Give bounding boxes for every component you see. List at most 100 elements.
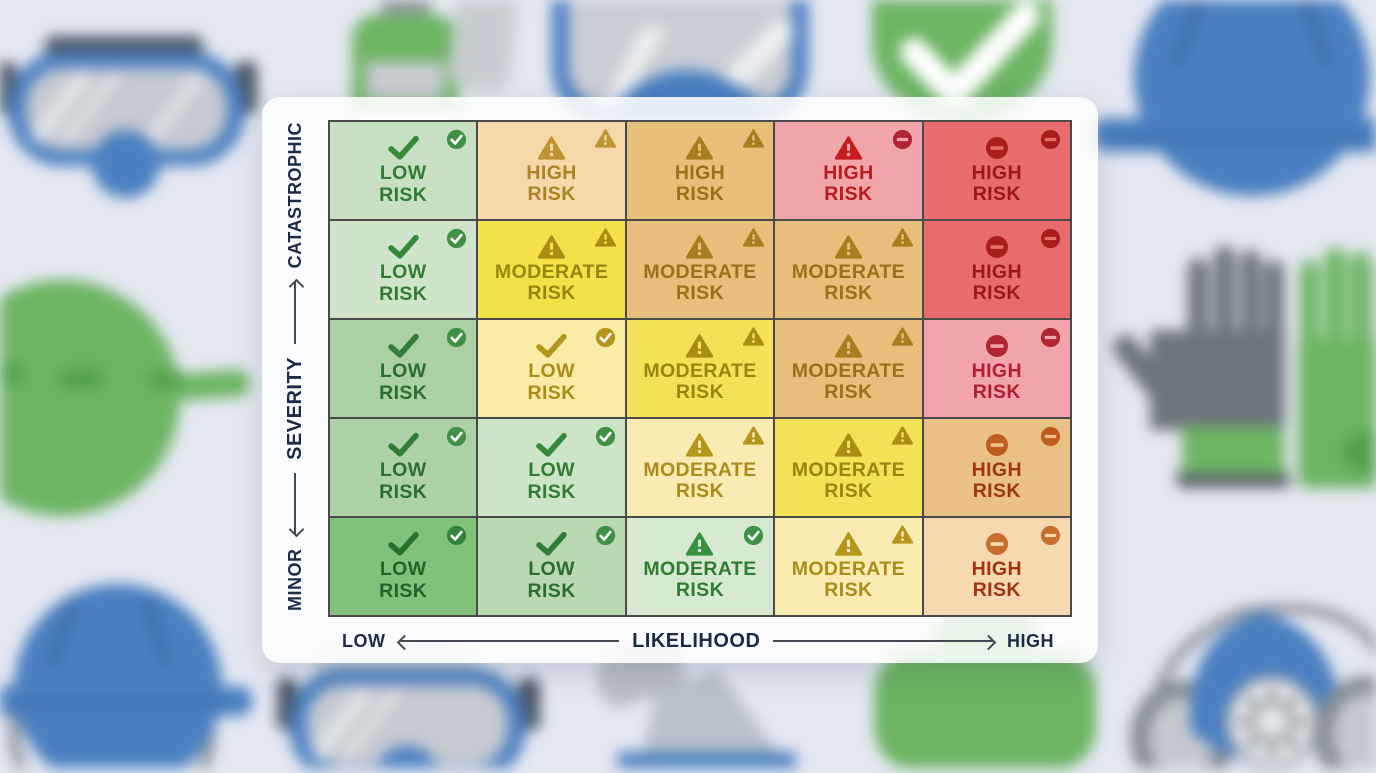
minus-circle-icon: [1040, 426, 1061, 447]
warning-icon: [891, 327, 913, 346]
x-axis-title: LIKELIHOOD: [632, 629, 761, 652]
minus-circle-icon: [985, 433, 1009, 457]
risk-label: MODERATE RISK: [494, 260, 609, 304]
warning-icon: [891, 525, 913, 544]
minus-circle-icon: [1040, 228, 1061, 249]
risk-label: HIGH RISK: [526, 161, 577, 205]
risk-cell-r1-c3: HIGH RISK: [626, 122, 774, 219]
risk-cell-r5-c3: MODERATE RISK: [626, 518, 774, 615]
check-icon: [387, 234, 419, 260]
blue-hard-hat-right-icon: [1092, 0, 1376, 196]
y-axis-min-label: MINOR: [284, 548, 305, 612]
x-axis-arrow-right: [773, 640, 994, 642]
check-circle-icon: [446, 228, 467, 249]
risk-label: MODERATE RISK: [643, 458, 757, 502]
minus-circle-icon: [985, 532, 1009, 556]
warning-icon: [686, 334, 714, 358]
risk-label: MODERATE RISK: [643, 260, 757, 304]
check-circle-icon: [595, 426, 616, 447]
warning-icon: [594, 228, 616, 247]
check-circle-icon: [743, 525, 764, 546]
risk-label: LOW RISK: [379, 558, 428, 602]
warning-icon: [742, 228, 765, 247]
risk-cell-r2-c1: LOW RISK: [330, 221, 477, 318]
x-axis-arrow-left: [398, 640, 620, 642]
risk-cell-r1-c4: HIGH RISK: [775, 122, 922, 219]
risk-cell-r4-c5: HIGH RISK: [923, 419, 1070, 516]
risk-label: LOW RISK: [527, 558, 576, 602]
minus-circle-icon: [1040, 327, 1061, 348]
risk-label: HIGH RISK: [971, 557, 1022, 601]
risk-label: LOW RISK: [527, 360, 576, 404]
minus-circle-icon: [1040, 129, 1061, 150]
risk-label: LOW RISK: [379, 459, 428, 503]
risk-cell-r2-c5: HIGH RISK: [923, 221, 1070, 318]
blue-hard-hat-icon: [0, 584, 253, 773]
risk-cell-r3-c3: MODERATE RISK: [626, 320, 774, 417]
risk-cell-r2-c4: MODERATE RISK: [775, 221, 922, 318]
risk-label: LOW RISK: [379, 162, 428, 206]
risk-label: MODERATE RISK: [643, 557, 757, 601]
risk-cell-r1-c2: HIGH RISK: [478, 122, 625, 219]
warning-icon: [537, 235, 566, 259]
x-axis: LOW LIKELIHOOD HIGH: [328, 624, 1068, 658]
check-icon: [387, 432, 419, 458]
minus-circle-icon: [985, 235, 1009, 259]
check-icon: [536, 432, 567, 458]
risk-label: HIGH RISK: [971, 458, 1022, 502]
risk-cell-r2-c3: MODERATE RISK: [626, 221, 774, 318]
minus-circle-icon: [1040, 525, 1061, 546]
risk-cell-r3-c2: LOW RISK: [478, 320, 625, 417]
warning-icon: [742, 327, 765, 346]
check-icon: [536, 333, 567, 359]
risk-cell-r5-c5: HIGH RISK: [923, 518, 1070, 615]
risk-label: LOW RISK: [379, 360, 428, 404]
y-axis-arrow-up: [294, 281, 296, 344]
risk-cell-r4-c3: MODERATE RISK: [626, 419, 774, 516]
risk-matrix-panel: MINOR SEVERITY CATASTROPHIC LOW RISK HIGH R…: [262, 97, 1098, 663]
minus-circle-icon: [985, 334, 1009, 358]
check-icon: [387, 531, 419, 557]
risk-cell-r1-c1: LOW RISK: [330, 122, 477, 219]
green-glove-patch: [1342, 430, 1376, 474]
green-bottle-icon: [352, 0, 458, 110]
warning-icon: [686, 433, 714, 457]
half-mask-respirator-icon: [1130, 603, 1376, 773]
safety-goggles-bottom-icon: [277, 648, 540, 773]
warning-icon: [594, 129, 616, 148]
check-circle-icon: [595, 525, 616, 546]
y-axis-title: SEVERITY: [283, 356, 306, 460]
warning-icon: [834, 433, 863, 457]
gray-glove-cuff: [1182, 426, 1284, 474]
y-axis: MINOR SEVERITY CATASTROPHIC: [266, 120, 324, 613]
check-circle-icon: [446, 426, 467, 447]
risk-cell-r5-c4: MODERATE RISK: [775, 518, 922, 615]
y-axis-arrow-down: [294, 472, 296, 536]
warning-icon: [834, 532, 863, 556]
risk-cell-r3-c5: HIGH RISK: [923, 320, 1070, 417]
warning-icon: [742, 129, 765, 148]
risk-cell-r3-c1: LOW RISK: [330, 320, 477, 417]
risk-cell-r3-c4: MODERATE RISK: [775, 320, 922, 417]
safety-goggles-icon: [0, 36, 257, 198]
risk-cell-r5-c1: LOW RISK: [330, 518, 477, 615]
risk-label: HIGH RISK: [971, 359, 1022, 403]
risk-label: LOW RISK: [379, 261, 428, 305]
warning-icon: [834, 334, 863, 358]
warning-icon: [891, 228, 913, 247]
minus-circle-icon: [985, 136, 1009, 160]
check-icon: [536, 531, 567, 557]
risk-label: MODERATE RISK: [791, 557, 906, 601]
warning-icon: [742, 426, 765, 445]
gray-bottle-icon: [448, 0, 518, 92]
warning-icon: [686, 235, 714, 259]
warning-icon: [686, 136, 714, 160]
minus-circle-icon: [892, 129, 913, 150]
risk-label: MODERATE RISK: [791, 260, 906, 304]
gray-glove-icon: [1113, 246, 1290, 488]
check-circle-icon: [446, 327, 467, 348]
warning-icon: [834, 136, 863, 160]
green-glove-icon: [1298, 248, 1376, 488]
risk-matrix-grid: LOW RISK HIGH RISK HIGH RISK HIGH RISK HIGH RISK L…: [328, 120, 1072, 617]
warning-icon: [891, 426, 913, 445]
